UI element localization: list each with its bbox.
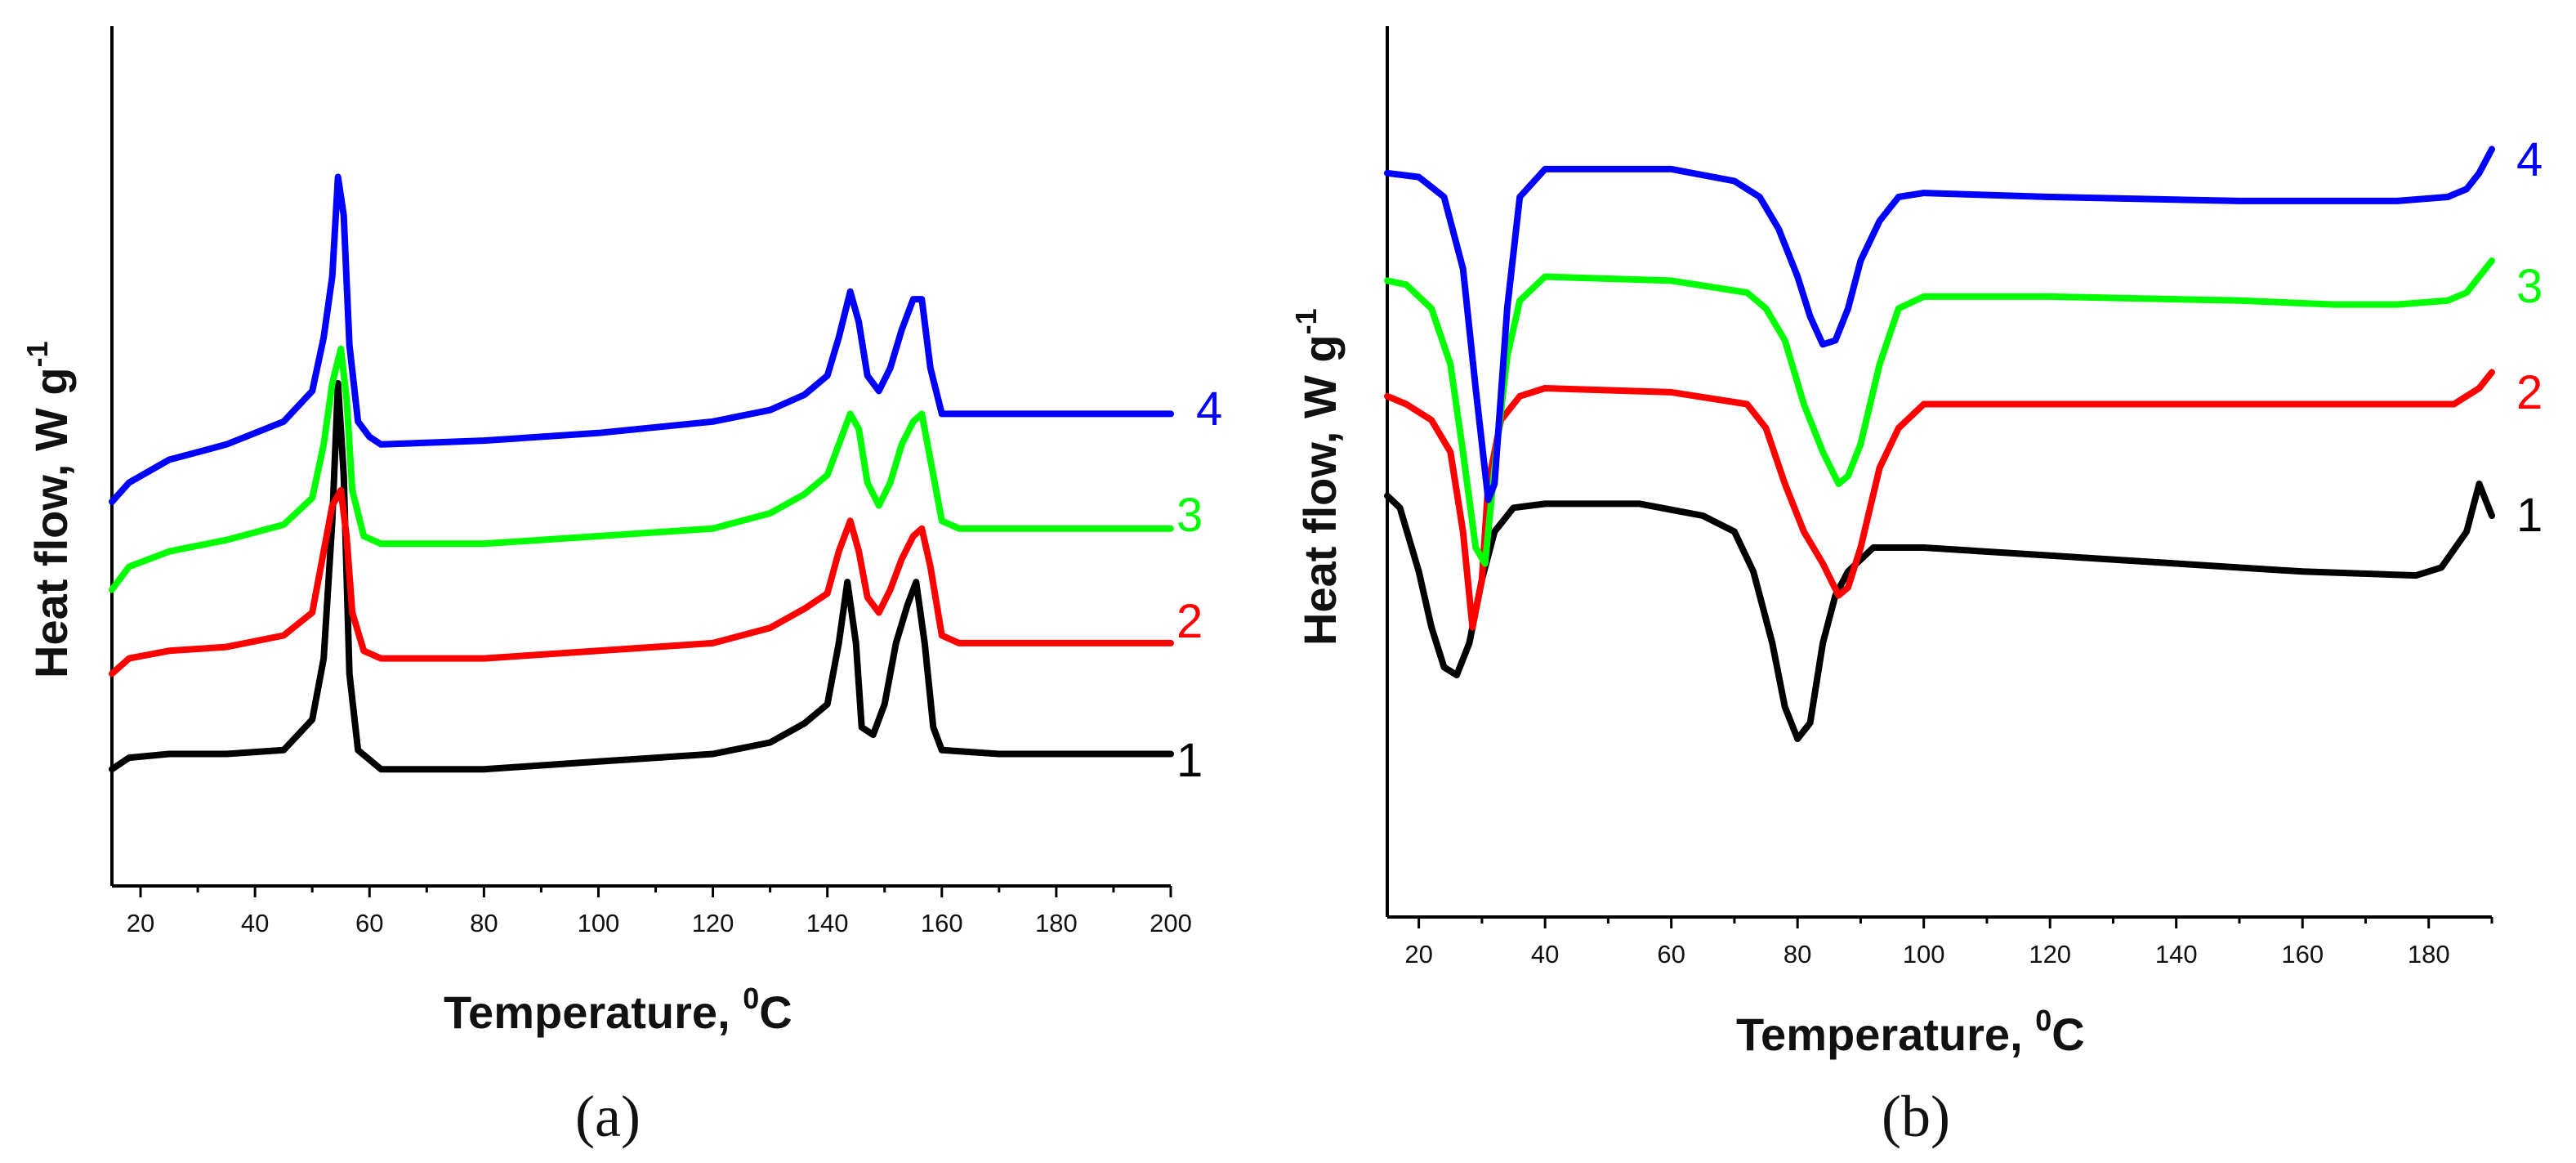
x-tick-label: 20: [127, 909, 154, 937]
curve-series-3: [1384, 257, 2495, 567]
x-tick-label: 20: [1404, 940, 1432, 968]
x-tick-label: 160: [2281, 940, 2324, 968]
panel-b-xlabel-sup: 0: [2035, 1004, 2051, 1037]
curve-series-2: [109, 486, 1174, 678]
series-label-2: 2: [2516, 366, 2543, 419]
series-label-1: 1: [2516, 489, 2543, 542]
panel-b-chart: 20 40 60 80 100 120 140 160 180 1 2 3 4 Temperature…: [1289, 26, 2543, 1149]
x-tick-label: 100: [578, 909, 620, 937]
panel-a-series-labels: 1 2 3 4: [1176, 382, 1222, 787]
panel-b-curves: [1384, 145, 2495, 742]
x-tick-label: 100: [1903, 940, 1945, 968]
panel-b-ylabel-text: Heat flow, W g: [1294, 334, 1346, 646]
curve-series-2: [1384, 369, 2495, 631]
x-tick-label: 140: [2155, 940, 2198, 968]
panel-a-xlabel-sup: 0: [743, 982, 759, 1015]
x-tick-label: 180: [1035, 909, 1078, 937]
panel-b-x-axis-title: Temperature, 0C: [1736, 1004, 2085, 1060]
x-tick-label: 80: [470, 909, 498, 937]
panel-b-x-ticks: 20 40 60 80 100 120 140 160 180: [1404, 917, 2493, 968]
panel-b-ylabel-sup: -1: [1289, 308, 1323, 334]
panel-b-caption: (b): [1882, 1084, 1950, 1149]
panel-a-ylabel-sup: -1: [20, 341, 54, 367]
curve-series-4: [109, 173, 1174, 505]
panel-b-xlabel-text: Temperature,: [1736, 1009, 2035, 1060]
panel-a-ylabel-text: Heat flow, W g: [25, 367, 77, 678]
x-tick-label: 120: [2029, 940, 2071, 968]
panel-b-xlabel-unit: C: [2051, 1009, 2084, 1060]
curve-series-1: [1384, 481, 2495, 742]
series-label-2: 2: [1176, 595, 1203, 648]
panel-a-xlabel-unit: C: [759, 986, 792, 1038]
x-tick-label: 180: [2408, 940, 2450, 968]
curve-series-3: [109, 345, 1174, 593]
x-tick-label: 120: [692, 909, 734, 937]
series-label-4: 4: [1196, 382, 1222, 436]
x-tick-label: 160: [921, 909, 963, 937]
curve-series-1: [109, 380, 1174, 773]
x-tick-label: 200: [1150, 909, 1192, 937]
panel-a-caption: (a): [575, 1084, 641, 1149]
panel-a-y-axis-title: Heat flow, W g-1: [20, 341, 77, 678]
series-label-1: 1: [1176, 734, 1203, 787]
x-tick-label: 60: [1657, 940, 1685, 968]
x-tick-label: 80: [1784, 940, 1811, 968]
panel-b-series-labels: 1 2 3 4: [2516, 133, 2543, 542]
panel-a-chart: 20 40 60 80 100 120 140 160 180 200 1 2 3 4 Temperat…: [20, 26, 1222, 1149]
panel-a-x-ticks: 20 40 60 80 100 120 140 160 180 200: [127, 886, 1192, 937]
x-tick-label: 140: [806, 909, 849, 937]
panel-a-curves: [109, 173, 1174, 773]
curve-series-4: [1384, 145, 2495, 503]
series-label-3: 3: [1176, 489, 1203, 542]
panel-a-xlabel-text: Temperature,: [444, 986, 743, 1038]
panel-a-x-axis-title: Temperature, 0C: [444, 982, 792, 1038]
x-tick-label: 40: [1531, 940, 1559, 968]
series-label-4: 4: [2516, 133, 2543, 186]
x-tick-label: 40: [241, 909, 269, 937]
x-tick-label: 60: [355, 909, 383, 937]
series-label-3: 3: [2516, 260, 2543, 313]
panel-b-y-axis-title: Heat flow, W g-1: [1289, 308, 1346, 646]
